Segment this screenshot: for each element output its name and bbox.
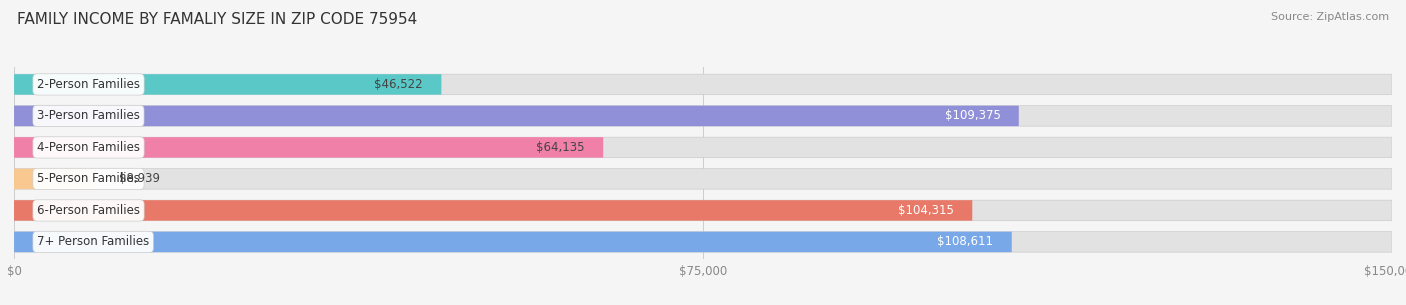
FancyBboxPatch shape [14, 200, 973, 221]
Text: Source: ZipAtlas.com: Source: ZipAtlas.com [1271, 12, 1389, 22]
FancyBboxPatch shape [14, 232, 1012, 252]
Text: 5-Person Families: 5-Person Families [37, 172, 141, 185]
FancyBboxPatch shape [14, 106, 1019, 126]
Text: FAMILY INCOME BY FAMALIY SIZE IN ZIP CODE 75954: FAMILY INCOME BY FAMALIY SIZE IN ZIP COD… [17, 12, 418, 27]
FancyBboxPatch shape [14, 169, 96, 189]
FancyBboxPatch shape [14, 169, 1392, 189]
Text: 4-Person Families: 4-Person Families [37, 141, 141, 154]
Text: $8,939: $8,939 [120, 172, 160, 185]
Text: 2-Person Families: 2-Person Families [37, 78, 141, 91]
FancyBboxPatch shape [14, 74, 441, 95]
Text: $46,522: $46,522 [374, 78, 423, 91]
Text: $104,315: $104,315 [898, 204, 953, 217]
FancyBboxPatch shape [14, 74, 1392, 95]
Text: $64,135: $64,135 [536, 141, 585, 154]
FancyBboxPatch shape [14, 232, 1392, 252]
Text: 6-Person Families: 6-Person Families [37, 204, 141, 217]
FancyBboxPatch shape [14, 137, 1392, 158]
Text: 7+ Person Families: 7+ Person Families [37, 235, 149, 249]
Text: $108,611: $108,611 [938, 235, 994, 249]
FancyBboxPatch shape [14, 200, 1392, 221]
Text: 3-Person Families: 3-Person Families [37, 109, 141, 122]
FancyBboxPatch shape [14, 137, 603, 158]
Text: $109,375: $109,375 [945, 109, 1001, 122]
FancyBboxPatch shape [14, 106, 1392, 126]
